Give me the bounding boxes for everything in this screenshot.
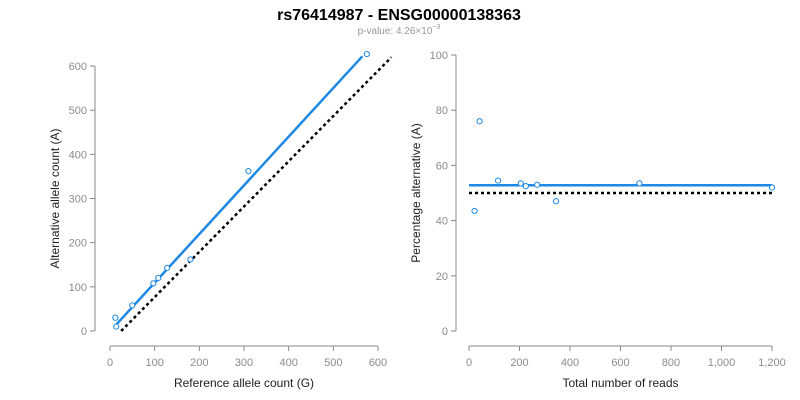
right-data-point [494, 177, 502, 184]
left-x-tick-label: 200 [190, 357, 208, 369]
left-y-tick-label: 0 [81, 326, 87, 338]
right-y-axis-label: Percentage alternative (A) [409, 123, 423, 262]
right-y-tick-label: 60 [436, 160, 448, 172]
left-y-tick-label: 400 [69, 149, 87, 161]
left-y-tick-label: 100 [69, 282, 87, 294]
left-x-tick-label: 300 [235, 357, 253, 369]
right-x-tick-label: 400 [561, 357, 579, 369]
right-x-tick-label: 800 [662, 357, 680, 369]
left-x-tick-label: 600 [369, 357, 387, 369]
left-y-tick-label: 200 [69, 238, 87, 250]
right-x-axis-label: Total number of reads [562, 376, 678, 390]
right-y-tick-label: 100 [430, 50, 448, 62]
right-x-tick-label: 600 [611, 357, 629, 369]
right-data-point [522, 183, 529, 190]
p-value-exponent: −3 [432, 24, 440, 31]
left-data-point [129, 302, 136, 309]
right-data-point [636, 180, 643, 187]
right-data-point [476, 118, 483, 125]
left-x-tick-label: 0 [107, 357, 113, 369]
right-y-tick-label: 40 [436, 216, 448, 228]
right-data-point [471, 207, 478, 215]
left-y-tick-label: 500 [69, 105, 87, 117]
p-value-text: p-value: 4.26×10 [358, 26, 433, 37]
left-reference-line [120, 56, 393, 332]
right-scatter-panel: 0 20 40 60 80 100 0 200 400 600 800 1,000 1,200 Total… [409, 50, 786, 390]
right-data-point [517, 180, 524, 187]
right-x-tick-label: 1,000 [708, 357, 736, 369]
right-x-tick-label: 200 [510, 357, 528, 369]
left-y-tick-label: 300 [69, 194, 87, 206]
left-data-point [363, 50, 370, 58]
left-x-axis-label: Reference allele count (G) [174, 376, 314, 390]
left-data-point [155, 274, 162, 282]
left-y-axis-label: Alternative allele count (A) [48, 128, 62, 268]
right-x-tick-label: 1,200 [758, 357, 786, 369]
chart-title: rs76414987 - ENSG00000138363 [277, 7, 521, 24]
right-x-tick-label: 0 [466, 357, 472, 369]
left-y-tick-label: 600 [69, 61, 87, 73]
right-y-tick-label: 20 [436, 271, 448, 283]
left-data-point [150, 280, 157, 287]
left-x-tick-label: 400 [279, 357, 297, 369]
left-fit-line [113, 55, 364, 328]
right-y-tick-label: 0 [442, 326, 448, 338]
right-y-tick-label: 80 [436, 105, 448, 117]
left-data-point [112, 314, 119, 321]
left-data-point [245, 168, 252, 175]
left-data-point [164, 264, 171, 271]
left-data-point [113, 323, 120, 330]
right-data-point [534, 181, 541, 188]
left-scatter-panel: 0 100 200 300 400 500 600 0 100 200 300 400 500 600 Re… [48, 50, 393, 390]
right-data-point [553, 198, 560, 205]
left-x-tick-label: 100 [145, 357, 163, 369]
right-data-point [768, 184, 776, 191]
chart-subtitle: p-value: 4.26×10−3 [358, 24, 441, 37]
left-x-tick-label: 500 [324, 357, 342, 369]
left-data-point [187, 256, 194, 263]
